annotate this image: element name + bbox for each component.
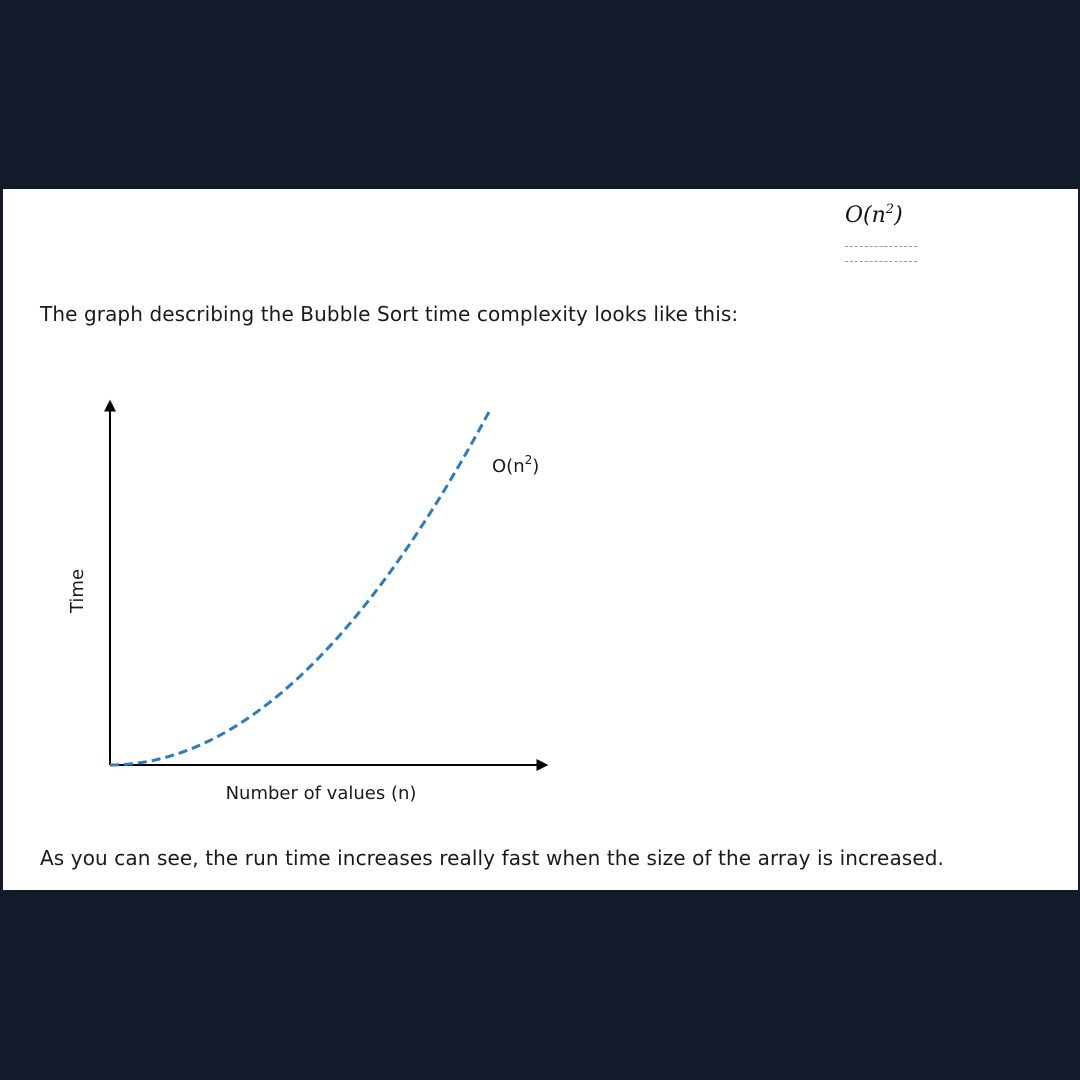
formula-underline-1 [845,246,917,247]
formula-main: O(n [845,203,886,228]
series-label: O(n2) [492,453,539,477]
formula-close: ) [894,203,903,228]
formula-underline-2 [845,261,917,262]
y-axis-label: Time [67,569,88,614]
series-line-o-n-squared [109,409,492,767]
formula-superscript: 2 [885,202,895,217]
content-panel [3,189,1078,890]
x-axis-label: Number of values (n) [226,783,417,804]
intro-paragraph: The graph describing the Bubble Sort tim… [40,302,739,326]
series-label-superscript: 2 [525,453,533,467]
series-label-close: ) [532,456,539,477]
formula-heading: O(n2) [845,202,903,228]
outro-paragraph: As you can see, the run time increases r… [40,846,944,870]
